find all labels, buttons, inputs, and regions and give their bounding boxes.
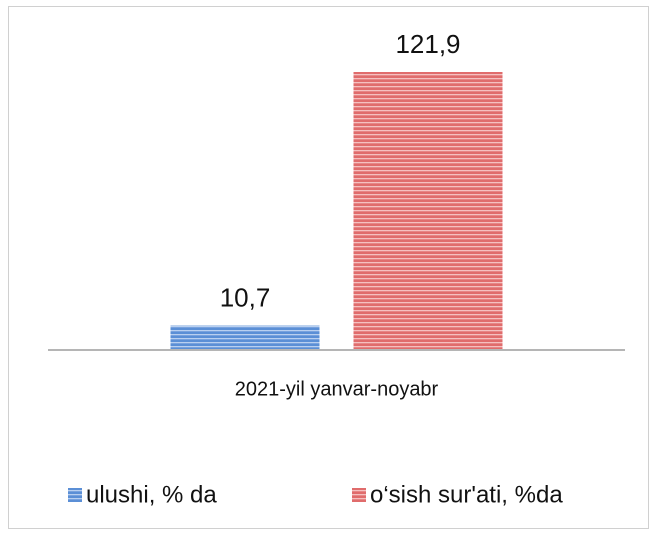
x-tick-label: 2021-yil yanvar-noyabr [235, 378, 439, 400]
bar [353, 72, 503, 350]
legend-swatch [352, 488, 366, 502]
data-label: 121,9 [395, 29, 460, 59]
legend-label: o‘sish sur'ati, %da [370, 481, 563, 508]
chart-border [8, 6, 649, 529]
legend-label: ulushi, % da [86, 481, 217, 508]
legend-swatch [68, 488, 82, 502]
data-label: 10,7 [220, 282, 271, 312]
bar [170, 325, 320, 350]
